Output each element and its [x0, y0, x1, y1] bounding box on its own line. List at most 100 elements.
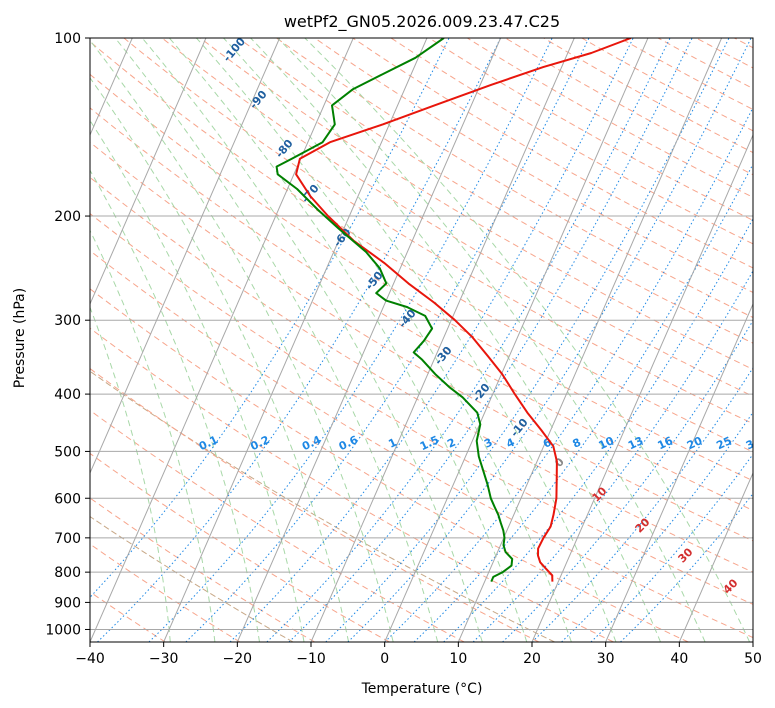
- dry-adiabat: [90, 543, 241, 642]
- y-axis-label: Pressure (hPa): [12, 288, 28, 388]
- y-tick-label: 500: [54, 444, 81, 460]
- moist-adiabat: [90, 306, 171, 642]
- dry-adiabat: [657, 38, 753, 90]
- isotherm: [163, 38, 428, 642]
- x-tick-label: 10: [449, 651, 467, 667]
- moist-adiabat-label: -90: [247, 88, 270, 112]
- mixing-ratio-line: [266, 38, 671, 642]
- moist-adiabat: [250, 38, 661, 642]
- dry-adiabat: [314, 38, 753, 294]
- mixing-ratio-label: 0.6: [337, 433, 360, 453]
- mixing-ratio-line: [288, 38, 693, 642]
- y-tick-label: 200: [54, 209, 81, 225]
- mixing-ratio-line: [413, 163, 753, 642]
- y-tick-label: 800: [54, 565, 81, 581]
- x-tick-label: −10: [296, 651, 326, 667]
- dry-adiabat: [543, 38, 753, 154]
- mixing-ratio-label: 0.2: [248, 433, 271, 453]
- dry-adiabat: [467, 38, 753, 198]
- zero-line-label: 0: [552, 455, 567, 470]
- dry-adiabat: [734, 38, 753, 49]
- y-tick-label: 100: [54, 31, 81, 47]
- dry-adiabat: [90, 40, 753, 453]
- isotherm: [752, 640, 753, 642]
- temperature-line: [295, 38, 632, 582]
- mixing-ratio-line: [347, 38, 752, 642]
- moist-adiabat: [90, 39, 394, 642]
- mixing-ratio-label: 25: [714, 434, 733, 452]
- dry-adiabat: [619, 38, 753, 111]
- dry-adiabat: [238, 38, 753, 344]
- moist-adiabat-label: -30: [432, 344, 455, 368]
- dry-adiabat: [199, 38, 753, 370]
- isotherm: [90, 38, 354, 642]
- isotherm: [605, 302, 753, 642]
- mixing-ratio-line: [384, 106, 753, 642]
- mixing-ratio-label: 0.1: [197, 433, 220, 453]
- isotherm: [90, 38, 207, 306]
- mixing-ratio-line: [185, 38, 590, 642]
- moist-adiabat: [90, 229, 216, 642]
- moist-adiabat: [90, 169, 260, 642]
- x-tick-label: 0: [380, 651, 389, 667]
- dry-adiabat: [90, 73, 753, 482]
- mixing-ratio-line: [620, 492, 753, 642]
- mixing-ratio-label: 8: [571, 436, 583, 451]
- dry-adiabat: [90, 409, 465, 642]
- mixing-ratio-line: [325, 38, 730, 642]
- plot-frame: [89, 37, 754, 643]
- dry-adiabat: [390, 38, 753, 245]
- mixing-ratio-line: [148, 38, 553, 642]
- x-axis-label: Temperature (°C): [361, 681, 483, 697]
- warm-line-label: 40: [721, 576, 741, 596]
- moist-adiabat: [141, 38, 483, 642]
- mixing-ratio-line: [90, 38, 450, 599]
- moist-adiabat: [223, 38, 617, 642]
- x-tick-label: 40: [670, 651, 688, 667]
- warm-line-label: 20: [633, 515, 653, 535]
- warm-line-label: 10: [590, 484, 610, 504]
- theta-e-line: [0, 38, 69, 642]
- y-tick-label: 900: [54, 595, 81, 611]
- mixing-ratio-line: [561, 411, 753, 642]
- y-tick-label: 700: [54, 531, 81, 547]
- mixing-ratio-label: 1.5: [418, 433, 441, 453]
- y-tick-label: 400: [54, 387, 81, 403]
- x-tick-label: 30: [597, 651, 615, 667]
- dry-adiabat: [90, 288, 689, 642]
- x-tick-label: −20: [223, 651, 253, 667]
- moist-adiabat: [168, 38, 528, 642]
- mixing-ratio-label: 16: [655, 434, 675, 452]
- mixing-ratio-label: 30: [744, 434, 764, 452]
- theta-e-line: [90, 370, 555, 642]
- isotherm: [678, 471, 753, 642]
- mixing-ratio-line: [97, 38, 502, 642]
- x-tick-label: 50: [744, 651, 762, 667]
- dry-adiabat: [90, 327, 614, 642]
- moist-adiabat: [114, 38, 439, 642]
- mixing-ratio-label: 20: [685, 434, 705, 452]
- dry-adiabat: [123, 38, 753, 425]
- dry-adiabat: [90, 250, 753, 639]
- moist-adiabat-label: -80: [273, 137, 296, 161]
- dry-adiabat: [161, 38, 753, 397]
- mixing-ratio-line: [443, 217, 753, 642]
- mixing-ratio-label: 3: [482, 436, 494, 451]
- dry-adiabat: [90, 497, 315, 642]
- y-tick-label: 600: [54, 491, 81, 507]
- profile-series: [275, 38, 632, 582]
- y-axis: 100 200 300 400 500 600 700 800 900 1000: [45, 31, 90, 638]
- dry-adiabat: [90, 367, 540, 642]
- moist-adiabat: [277, 38, 706, 642]
- isotherm: [457, 38, 723, 642]
- mixing-ratio-label: 13: [626, 434, 645, 452]
- moist-adiabat: [304, 38, 751, 642]
- dry-adiabat: [90, 141, 753, 542]
- isotherm: [236, 38, 502, 642]
- mixing-ratio-label: 10: [597, 434, 617, 452]
- theta-e-line: [90, 515, 294, 642]
- isotherm: [531, 133, 753, 642]
- isotherm: [310, 38, 575, 642]
- x-tick-label: −30: [149, 651, 179, 667]
